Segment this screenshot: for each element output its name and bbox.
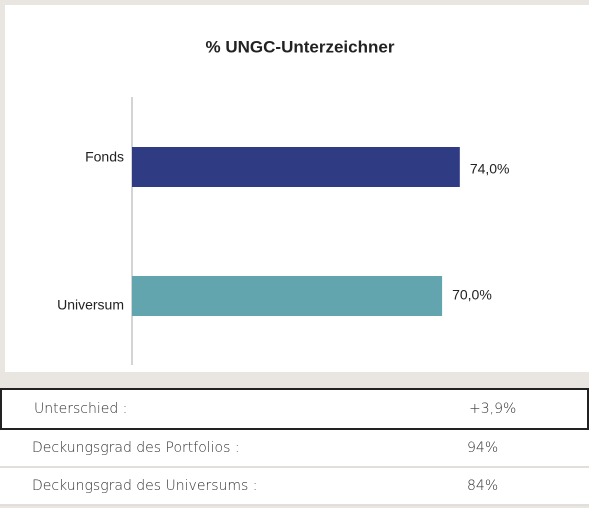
table: Unterschied : +3,9% Deckungsgrad des Portf… <box>0 388 589 506</box>
row-value: 84% <box>467 478 499 494</box>
bar <box>132 276 443 316</box>
bar <box>132 147 460 187</box>
row-value: 94% <box>467 440 499 456</box>
row-label: Deckungsgrad des Universums : <box>32 478 258 494</box>
table-row: Deckungsgrad des Portfolios : 94% <box>0 430 589 468</box>
y-tick-label: Universum <box>57 297 124 313</box>
data-label: 70,0% <box>452 287 492 303</box>
chart-background <box>5 5 589 372</box>
table-row: Unterschied : +3,9% <box>0 388 589 430</box>
row-value: +3,9% <box>469 401 517 417</box>
y-tick-label: Fonds <box>85 149 124 165</box>
table-row: Deckungsgrad des Universums : 84% <box>0 468 589 506</box>
row-label: Deckungsgrad des Portfolios : <box>32 440 240 456</box>
chart-title: % UNGC-Unterzeichner <box>206 37 395 56</box>
chart: % UNGC-Unterzeichner Fonds 74,0% Universum… <box>5 5 589 372</box>
row-label: Unterschied : <box>34 401 128 417</box>
data-label: 74,0% <box>470 161 510 177</box>
